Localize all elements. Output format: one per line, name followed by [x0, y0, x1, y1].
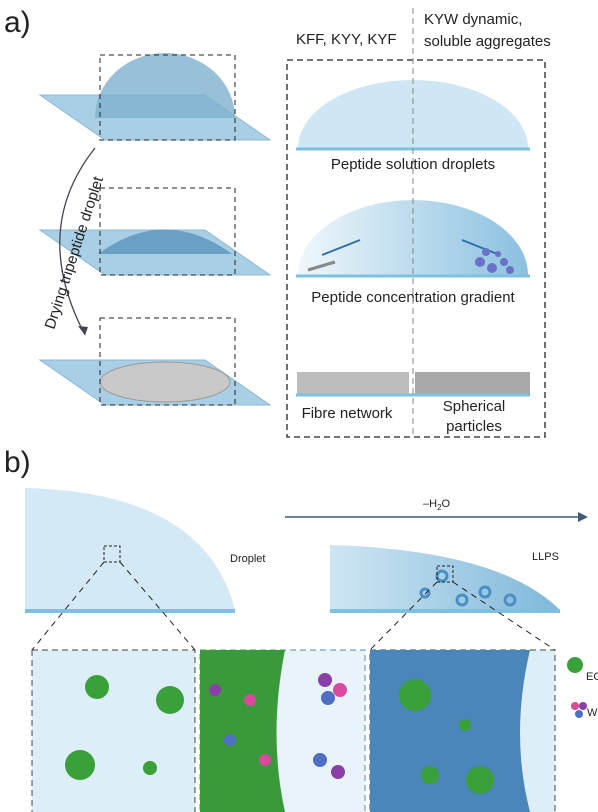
legend-label: EGPF: [586, 671, 598, 683]
legend-icon: [567, 657, 583, 673]
llps-label: LLPS: [532, 551, 559, 563]
condensate: [370, 650, 530, 812]
result-label: particles: [446, 418, 502, 435]
droplet: [25, 488, 235, 610]
arrow-label: –H2O: [423, 498, 451, 512]
stage-1: [40, 53, 270, 140]
text: O: [442, 498, 451, 510]
panel-label: a): [4, 6, 31, 39]
column-header: KYW dynamic,: [424, 11, 522, 28]
column-header: KFF, KYY, KYF: [296, 31, 397, 48]
text: –H: [423, 498, 437, 510]
fibre: [200, 650, 285, 812]
droplet-label: Droplet: [230, 553, 265, 565]
panel-label: b): [4, 446, 31, 479]
column-header: soluble aggregates: [424, 33, 551, 50]
result-label: Spherical: [443, 398, 506, 415]
spherical-particles: [415, 372, 530, 394]
llps-droplet: [330, 545, 560, 610]
figure: a) Drying tripeptide droplet KFF, KYY, K…: [0, 0, 598, 812]
legend-label: WKY: [587, 707, 598, 719]
stage-3: [40, 318, 270, 405]
result-label: Fibre network: [302, 405, 393, 422]
zoom-panel: [32, 650, 195, 812]
fibre-network: [297, 372, 409, 394]
